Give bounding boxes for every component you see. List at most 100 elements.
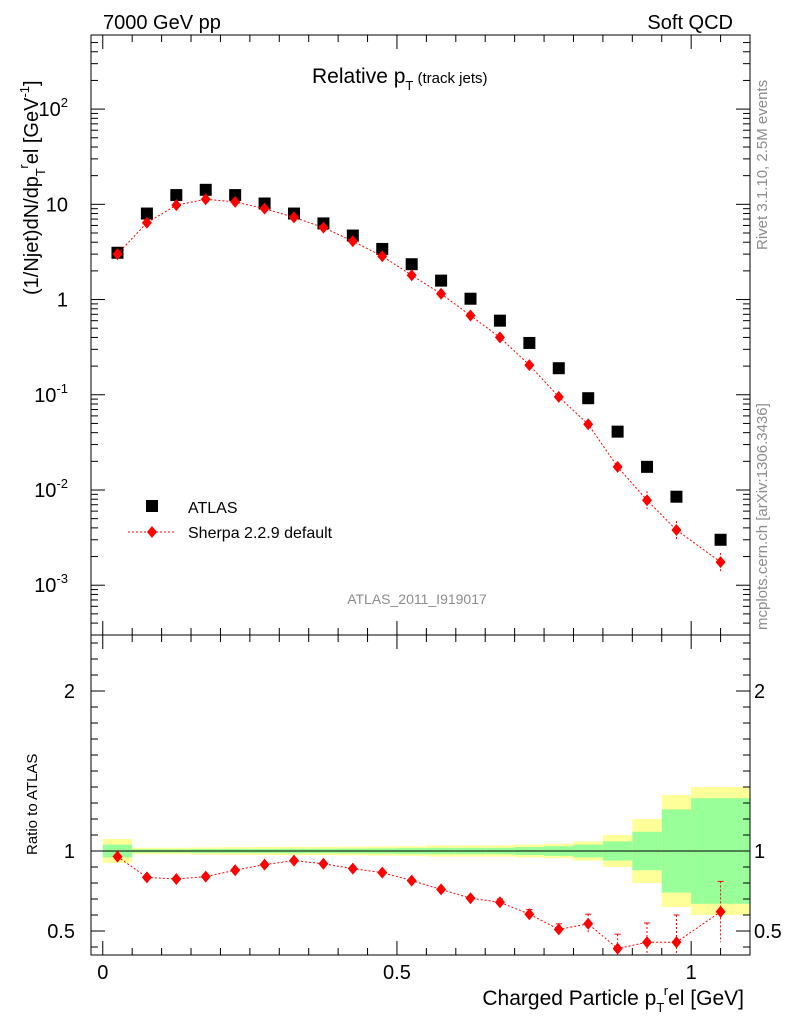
ratio-bands <box>91 787 750 915</box>
ratio-data-point <box>524 908 535 921</box>
legend: ATLAS Sherpa 2.2.9 default <box>128 500 333 542</box>
x-tick-label: 1 <box>686 962 697 984</box>
ratio-data-point <box>259 858 270 871</box>
x-label-text: Charged Particle p <box>482 987 656 1010</box>
header-left: 7000 GeV pp <box>103 12 221 34</box>
atlas-data-point <box>376 242 389 255</box>
main-y-tick-label: 10 <box>46 194 68 216</box>
sherpa-data-point <box>465 309 476 322</box>
mcplots-label: mcplots.cern.ch [arXiv:1306.3436] <box>754 403 771 630</box>
ratio-data-point <box>494 896 505 909</box>
sherpa-data-point <box>524 359 535 372</box>
legend-label-atlas: ATLAS <box>188 500 238 517</box>
sherpa-data-point <box>288 211 299 224</box>
main-y-tick-base: 10 <box>39 99 61 121</box>
ratio-data-point <box>141 871 152 884</box>
x-label-sup: r <box>664 983 669 998</box>
ratio-panel-axes: 0 0.5 1 0.5 0.5 1 1 2 2 <box>47 635 782 984</box>
atlas-data-point <box>611 425 624 438</box>
main-title: Relative pT (track jets) <box>312 65 488 93</box>
atlas-data-point <box>229 189 242 202</box>
legend-label-sherpa: Sherpa 2.2.9 default <box>188 525 333 542</box>
atlas-data-point <box>493 314 506 327</box>
sherpa-data-point <box>642 494 653 507</box>
legend-marker-sherpa <box>147 526 157 538</box>
sherpa-data-point <box>377 250 388 263</box>
sherpa-data-point <box>494 331 505 344</box>
atlas-data-point <box>435 274 448 287</box>
main-y-tick-label: 102 <box>39 95 68 121</box>
sherpa-data-point <box>612 460 623 473</box>
ratio-data-point <box>288 854 299 867</box>
x-label-tail: el [GeV] <box>668 987 744 1010</box>
main-y-tick-exp: -3 <box>56 571 68 586</box>
ratio-marks <box>112 850 726 955</box>
main-y-tick-base: 1 <box>57 290 68 312</box>
ratio-data-point <box>715 905 726 918</box>
ratio-data-point <box>406 874 417 887</box>
main-title-suffix: (track jets) <box>413 70 487 87</box>
ratio-data-point <box>230 864 241 877</box>
x-label-sub: T <box>656 1000 664 1015</box>
main-y-tick-exp: 2 <box>61 95 68 110</box>
main-y-label-unit-sup: -1 <box>17 86 32 98</box>
header-right: Soft QCD <box>647 12 733 34</box>
ratio-y-tick-label: 1 <box>64 841 75 863</box>
sherpa-data-point <box>583 418 594 431</box>
sherpa-data-point <box>259 202 270 215</box>
ratio-data-point <box>583 917 594 930</box>
ratio-line <box>117 856 721 950</box>
ratio-data-point <box>465 892 476 905</box>
main-title-sub: T <box>405 78 413 93</box>
main-panel-frame <box>90 34 751 636</box>
atlas-data-point <box>670 490 683 503</box>
main-y-tick-base: 10 <box>46 194 68 216</box>
main-y-tick-base: 10 <box>34 575 56 597</box>
main-y-label-sub: T <box>33 168 48 176</box>
main-y-axis-label: (1/Njet)dN/dpTrel [GeV-1] <box>16 80 48 295</box>
rivet-label: Rivet 3.1.10, 2.5M events <box>754 80 771 250</box>
sherpa-data-point <box>230 195 241 208</box>
main-panel-marks <box>111 183 727 572</box>
ratio-data-point <box>318 857 329 870</box>
atlas-data-point <box>582 392 595 405</box>
ratio-y-tick-label: 0.5 <box>47 921 75 943</box>
main-y-label-sup: r <box>16 164 31 169</box>
sherpa-data-point <box>671 524 682 537</box>
atlas-data-point <box>523 336 536 349</box>
ratio-data-point <box>347 862 358 875</box>
ratio-panel-frame <box>90 634 751 956</box>
main-y-tick-label: 1 <box>57 290 68 312</box>
main-y-tick-label: 10-2 <box>34 476 68 502</box>
x-tick-label: 0 <box>97 962 108 984</box>
ratio-data-point <box>553 923 564 936</box>
ratio-data-point <box>671 936 682 949</box>
ratio-y-tick-label-right: 1 <box>754 841 765 863</box>
ratio-y-axis-label: Ratio to ATLAS <box>24 754 41 855</box>
sherpa-data-point <box>347 235 358 248</box>
atlas-data-point <box>714 533 727 546</box>
analysis-id: ATLAS_2011_I919017 <box>347 591 487 607</box>
main-y-tick-label: 10-1 <box>34 381 68 407</box>
ratio-data-point <box>436 883 447 896</box>
sherpa-data-point <box>436 287 447 300</box>
ratio-data-point <box>112 850 123 863</box>
atlas-data-point <box>199 183 212 196</box>
main-y-tick-exp: -2 <box>56 476 68 491</box>
main-y-label-text: (1/Njet)dN/dp <box>21 176 43 295</box>
ratio-data-point <box>171 873 182 885</box>
atlas-data-point <box>405 258 418 271</box>
sherpa-data-point <box>406 269 417 282</box>
main-y-tick-base: 10 <box>34 480 56 502</box>
sherpa-data-point <box>171 199 182 212</box>
legend-marker-atlas <box>146 500 158 512</box>
sherpa-data-point <box>200 193 211 206</box>
ratio-y-tick-label-right: 2 <box>754 681 765 703</box>
atlas-data-point <box>140 207 153 220</box>
ratio-panel: 0 0.5 1 0.5 0.5 1 1 2 2 Ratio to ATLAS Charged P… <box>24 634 782 1015</box>
sherpa-data-point <box>318 221 329 234</box>
sherpa-data-point <box>141 216 152 229</box>
atlas-data-point <box>464 292 477 305</box>
